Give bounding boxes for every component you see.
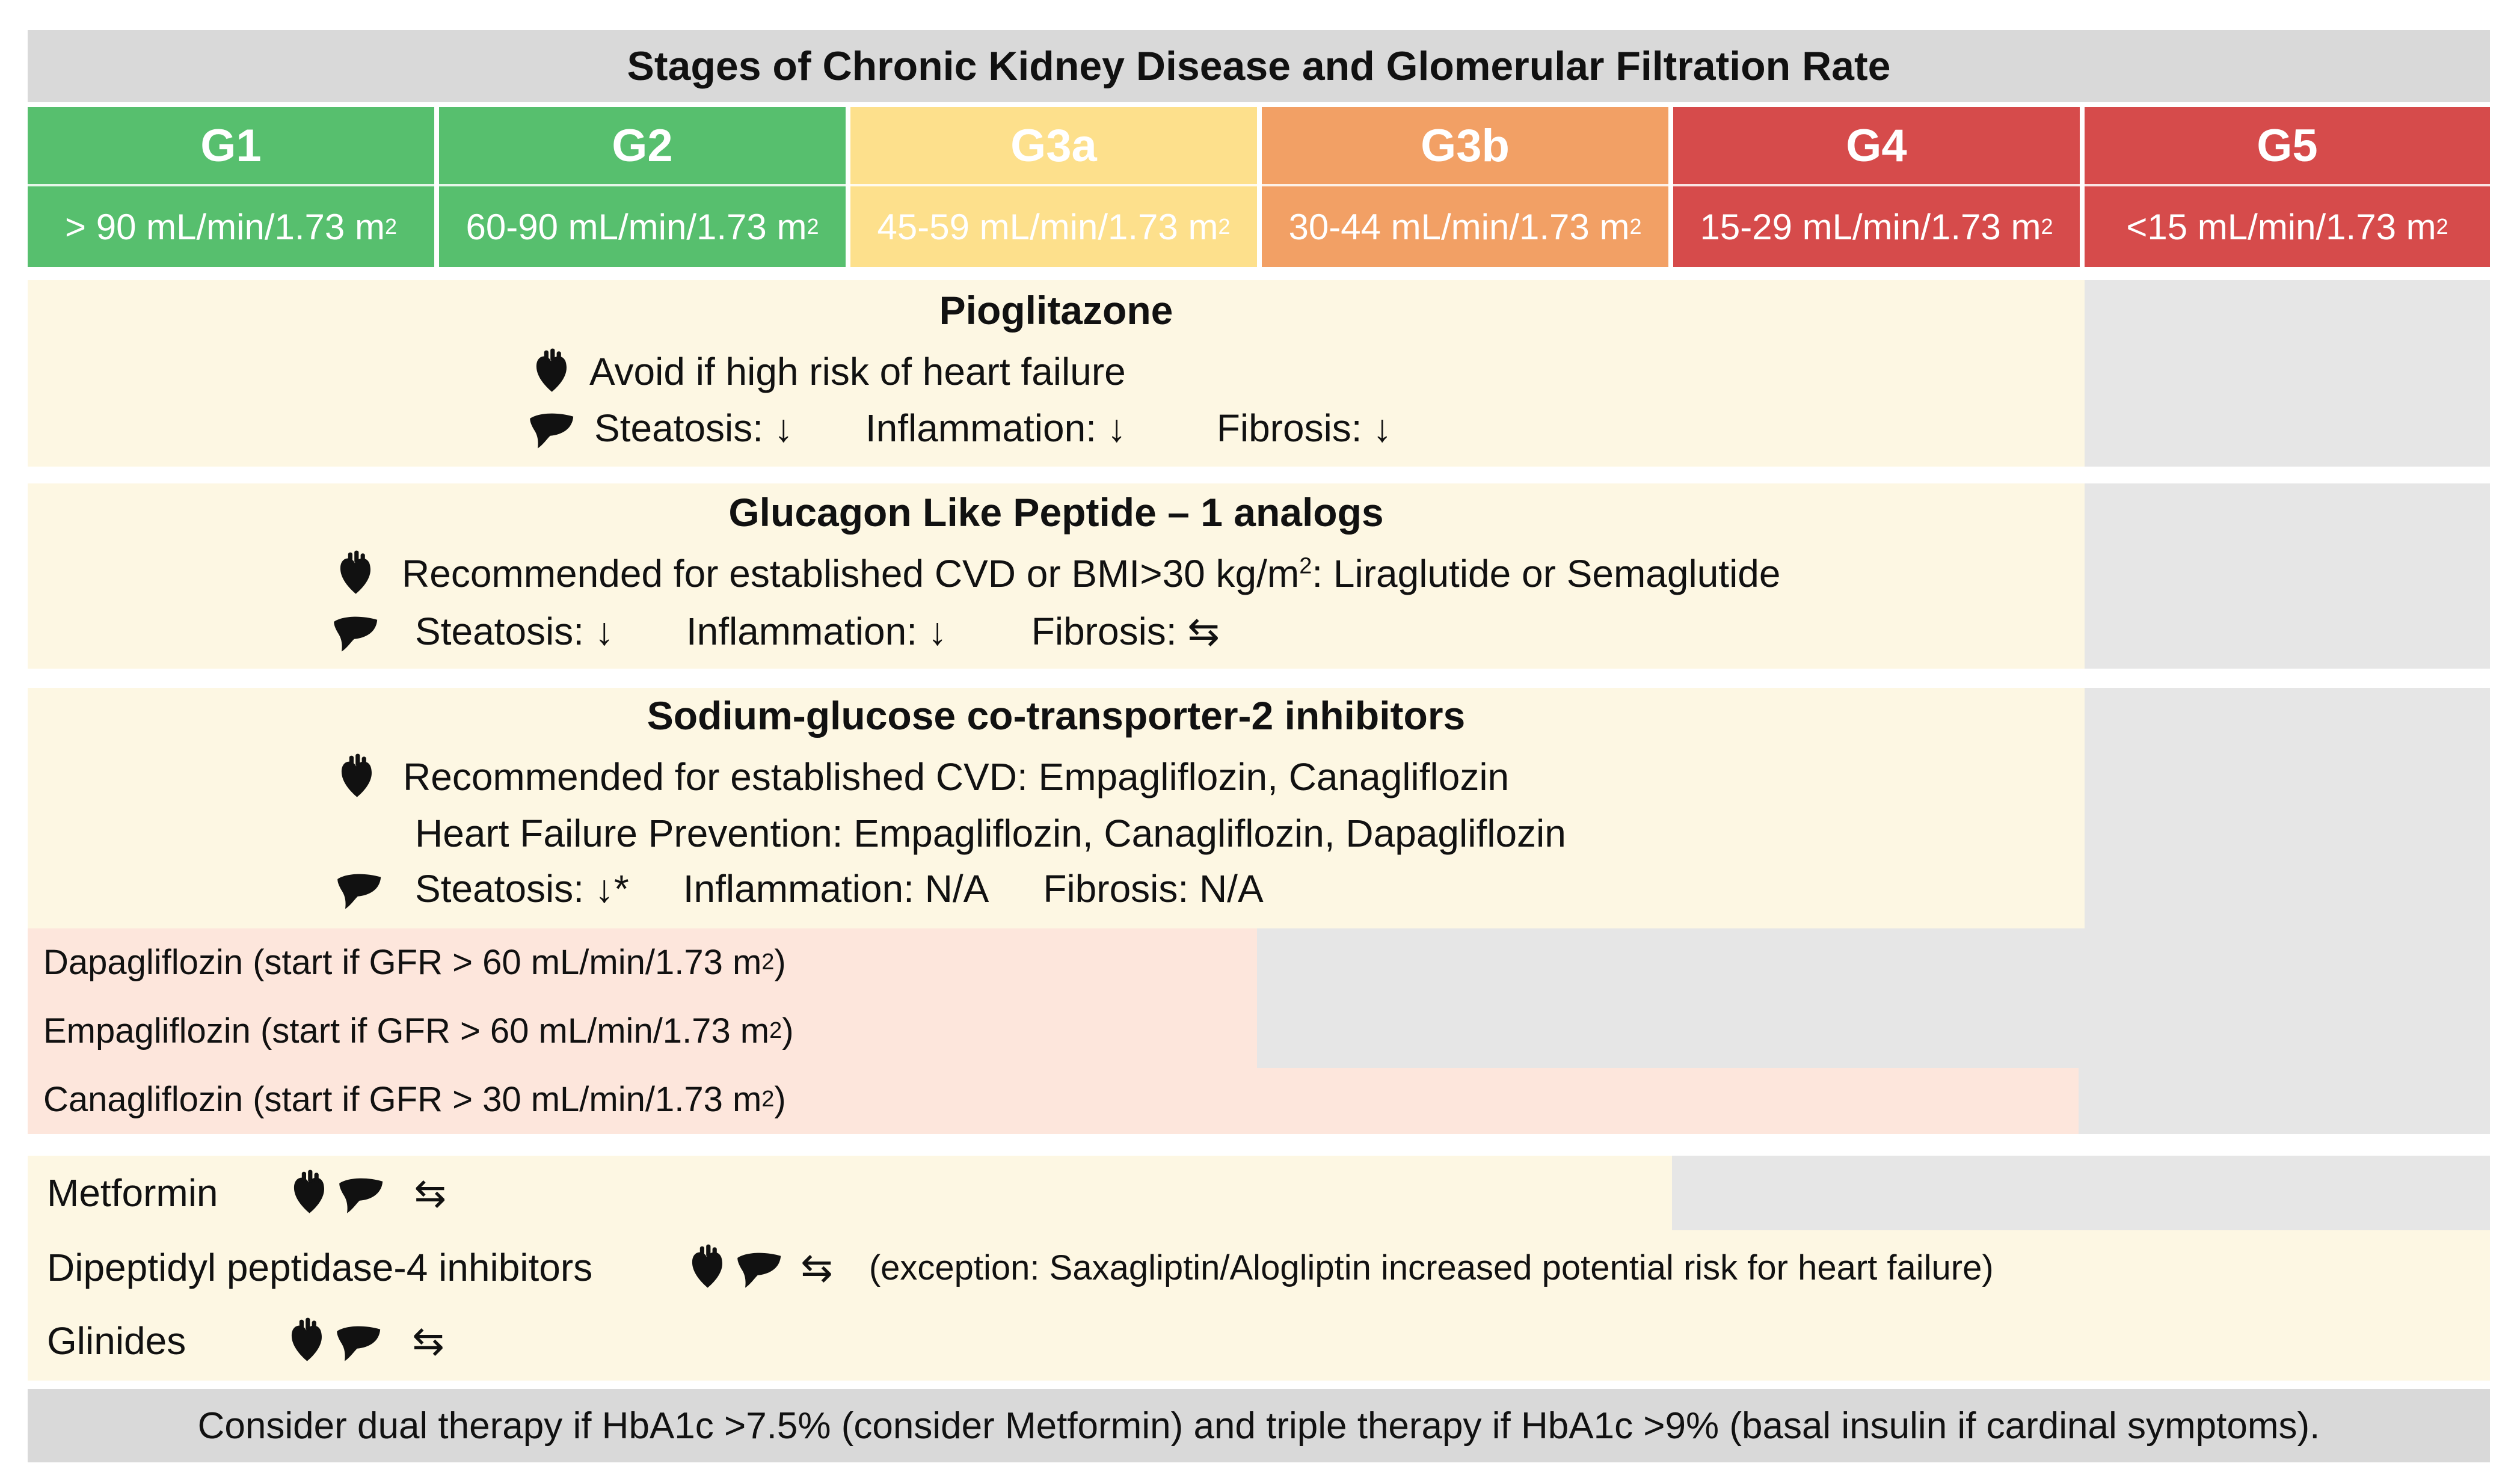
sglt2-liver-line: Steatosis: ↓* Inflammation: N/A Fibrosis… bbox=[331, 859, 1264, 919]
neutral-arrows: ⇆ bbox=[801, 1245, 833, 1289]
heart-icon bbox=[331, 550, 379, 598]
glp1-heart-text: Recommended for established CVD or BMI>3… bbox=[402, 552, 1781, 595]
pioglitazone-inflammation: Inflammation: ↓ bbox=[865, 406, 1126, 450]
dapagliflozin-bar bbox=[28, 928, 1257, 1068]
glp1-liver-line: Steatosis: ↓ Inflammation: ↓ Fibrosis: ⇆ bbox=[327, 601, 1220, 661]
pioglitazone-heart-text: Avoid if high risk of heart failure bbox=[589, 350, 1126, 393]
canagliflozin-bar bbox=[28, 1068, 2079, 1134]
glp1-heart-line: Recommended for established CVD or BMI>3… bbox=[331, 544, 1780, 604]
pioglitazone-liver-line: Steatosis: ↓ Inflammation: ↓ Fibrosis: ↓ bbox=[523, 398, 1392, 458]
stage-code: G3a bbox=[1010, 120, 1097, 171]
chart-title: Stages of Chronic Kidney Disease and Glo… bbox=[28, 30, 2490, 102]
stage-code: G1 bbox=[200, 120, 262, 171]
canagliflozin-label: Canagliflozin (start if GFR > 30 mL/min/… bbox=[43, 1079, 786, 1119]
sglt2-contraindicated-bg bbox=[2085, 688, 2490, 928]
dpp4-note: (exception: Saxagliptin/Alogliptin incre… bbox=[868, 1248, 1994, 1287]
stage-code: G4 bbox=[1846, 120, 1907, 171]
neutral-arrows: ⇆ bbox=[412, 1319, 444, 1363]
heart-icon bbox=[527, 348, 575, 396]
sglt2-heart-text-1: Recommended for established CVD: Empagli… bbox=[403, 755, 1510, 799]
therapy-footer: Consider dual therapy if HbA1c >7.5% (co… bbox=[28, 1389, 2490, 1462]
glinides-line: Glinides ⇆ bbox=[47, 1311, 444, 1371]
heart-icon bbox=[282, 1317, 330, 1365]
pioglitazone-steatosis: Steatosis: ↓ bbox=[594, 406, 793, 450]
glp1-section-bg bbox=[28, 483, 2085, 669]
stage-code: G3b bbox=[1421, 120, 1510, 171]
dpp4-line: Dipeptidyl peptidase-4 inhibitors ⇆ (exc… bbox=[47, 1237, 1994, 1298]
dapa-empa-contraindicated-bg bbox=[1257, 928, 2490, 1068]
metformin-contraindicated-bg bbox=[1672, 1156, 2490, 1230]
sglt2-steatosis: Steatosis: ↓* bbox=[415, 867, 629, 910]
liver-icon bbox=[523, 404, 581, 452]
liver-icon bbox=[731, 1243, 788, 1292]
cana-contraindicated-bg bbox=[2079, 1068, 2490, 1134]
stage-code: G5 bbox=[2257, 120, 2318, 171]
heart-icon bbox=[284, 1169, 333, 1217]
liver-icon bbox=[333, 1169, 390, 1217]
dpp4-label: Dipeptidyl peptidase-4 inhibitors bbox=[47, 1246, 593, 1289]
glp1-contraindicated-bg bbox=[2085, 483, 2490, 669]
sglt2-inflammation: Inflammation: N/A bbox=[683, 867, 989, 910]
glp1-inflammation: Inflammation: ↓ bbox=[686, 610, 947, 653]
sglt2-title: Sodium-glucose co-transporter-2 inhibito… bbox=[647, 693, 1466, 738]
glinides-label: Glinides bbox=[47, 1319, 186, 1363]
sglt2-heart-line: Recommended for established CVD: Empagli… bbox=[332, 747, 1509, 807]
pioglitazone-section-bg bbox=[28, 280, 2085, 467]
liver-icon bbox=[331, 865, 389, 913]
stage-code: G2 bbox=[612, 120, 673, 171]
pioglitazone-contraindicated-bg bbox=[2085, 280, 2490, 467]
glp1-steatosis: Steatosis: ↓ bbox=[415, 610, 614, 653]
sglt2-heart-text-2: Heart Failure Prevention: Empagliflozin,… bbox=[415, 812, 1566, 855]
sglt2-heart-line-2: Heart Failure Prevention: Empagliflozin,… bbox=[415, 803, 1566, 863]
sglt2-fibrosis: Fibrosis: N/A bbox=[1043, 867, 1264, 910]
pioglitazone-heart-line: Avoid if high risk of heart failure bbox=[527, 342, 1126, 402]
liver-icon bbox=[330, 1317, 388, 1365]
pioglitazone-fibrosis: Fibrosis: ↓ bbox=[1216, 406, 1392, 450]
glp1-fibrosis: Fibrosis: ⇆ bbox=[1031, 609, 1220, 653]
dapagliflozin-label: Dapagliflozin (start if GFR > 60 mL/min/… bbox=[43, 942, 786, 982]
liver-icon bbox=[327, 607, 385, 655]
glp1-title: Glucagon Like Peptide – 1 analogs bbox=[728, 490, 1384, 535]
pioglitazone-title: Pioglitazone bbox=[939, 288, 1173, 333]
metformin-line: Metformin ⇆ bbox=[47, 1163, 446, 1223]
heart-icon bbox=[332, 753, 380, 801]
heart-icon bbox=[683, 1243, 731, 1292]
metformin-label: Metformin bbox=[47, 1171, 218, 1215]
empagliflozin-label: Empagliflozin (start if GFR > 60 mL/min/… bbox=[43, 1011, 794, 1050]
neutral-arrows: ⇆ bbox=[414, 1171, 447, 1215]
